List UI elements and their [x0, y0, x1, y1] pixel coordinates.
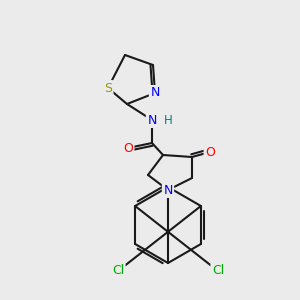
- Text: N: N: [163, 184, 173, 196]
- Text: S: S: [104, 82, 112, 94]
- Text: Cl: Cl: [212, 265, 224, 278]
- Text: O: O: [205, 146, 215, 158]
- Text: N: N: [150, 86, 160, 100]
- Text: Cl: Cl: [112, 265, 124, 278]
- Text: H: H: [164, 113, 172, 127]
- Text: N: N: [147, 113, 157, 127]
- Text: O: O: [123, 142, 133, 154]
